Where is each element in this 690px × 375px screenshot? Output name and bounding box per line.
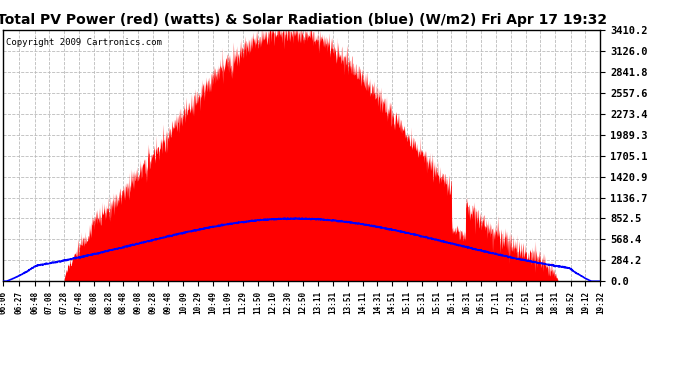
Title: Total PV Power (red) (watts) & Solar Radiation (blue) (W/m2) Fri Apr 17 19:32: Total PV Power (red) (watts) & Solar Rad… bbox=[0, 13, 607, 27]
Text: Copyright 2009 Cartronics.com: Copyright 2009 Cartronics.com bbox=[6, 38, 162, 46]
